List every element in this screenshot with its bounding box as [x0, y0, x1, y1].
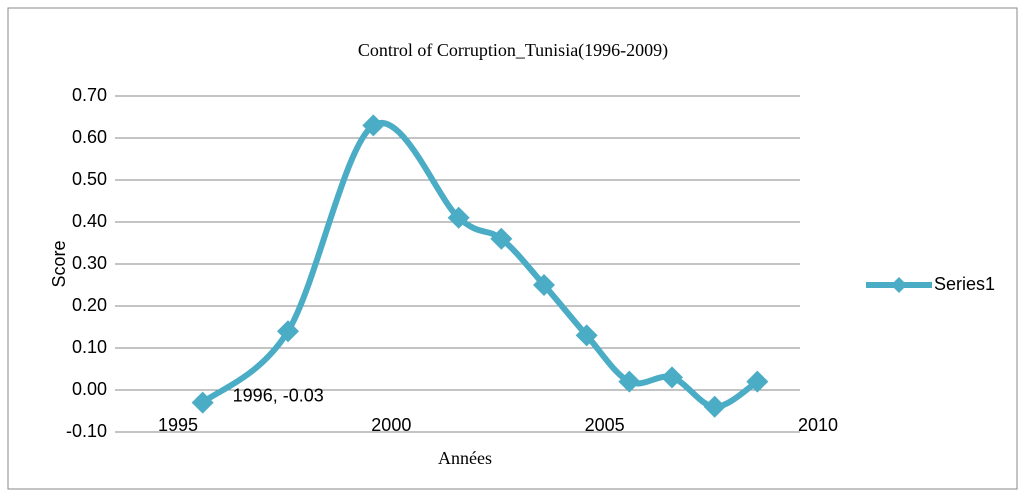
- legend-label: Series1: [934, 274, 995, 294]
- marker: [447, 206, 470, 229]
- y-tick-label: 0.20: [72, 295, 107, 315]
- marker: [362, 114, 385, 137]
- y-tick-label: 0.70: [72, 85, 107, 105]
- y-tick-label: 0.40: [72, 211, 107, 231]
- y-tick-label: 0.00: [72, 379, 107, 399]
- y-tick-label: 0.10: [72, 337, 107, 357]
- marker: [533, 274, 555, 296]
- marker: [277, 320, 299, 343]
- marker: [661, 366, 683, 389]
- x-tick-label: 1995: [158, 415, 198, 435]
- marker: [703, 395, 726, 418]
- marker: [490, 227, 513, 250]
- x-tick-label: 2005: [585, 415, 625, 435]
- y-tick-label: 0.60: [72, 127, 107, 147]
- y-axis-label: Score: [49, 240, 69, 287]
- marker: [746, 370, 769, 393]
- marker: [575, 324, 598, 347]
- chart-title: Control of Corruption_Tunisia(1996-2009): [358, 40, 668, 61]
- x-tick-label: 2000: [371, 415, 411, 435]
- y-tick-label: 0.30: [72, 253, 107, 273]
- y-tick-label: -0.10: [66, 421, 107, 441]
- data-label: 1996, -0.03: [233, 385, 324, 405]
- x-tick-label: 2010: [798, 415, 838, 435]
- marker: [191, 391, 214, 414]
- legend-marker: [891, 277, 907, 293]
- y-tick-label: 0.50: [72, 169, 107, 189]
- marker: [618, 370, 641, 393]
- x-axis-label: Années: [438, 448, 492, 468]
